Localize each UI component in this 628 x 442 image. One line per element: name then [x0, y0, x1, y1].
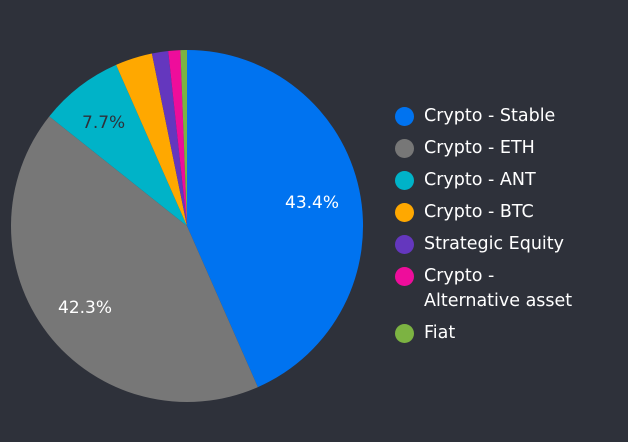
- legend-dot-icon: [395, 139, 414, 158]
- legend-item-crypto-stable[interactable]: Crypto - Stable: [395, 104, 572, 129]
- label-crypto-ant: 7.7%: [82, 113, 125, 133]
- legend-item-fiat[interactable]: Fiat: [395, 321, 572, 346]
- slice-fiat[interactable]: [180, 49, 187, 227]
- legend-item-strategic-equity[interactable]: Strategic Equity: [395, 232, 572, 257]
- legend-dot-icon: [395, 107, 414, 126]
- legend-item-crypto-btc[interactable]: Crypto - BTC: [395, 200, 572, 225]
- legend-label: Crypto - Stable: [424, 106, 556, 126]
- legend-dot-icon: [395, 203, 414, 222]
- legend-label: Fiat: [424, 323, 456, 343]
- pie-chart: 43.4% 42.3% 7.7%: [10, 49, 364, 403]
- legend-label: Strategic Equity: [424, 234, 565, 254]
- slice-crypto-alternative-asset[interactable]: [168, 50, 187, 226]
- slice-crypto-ant[interactable]: [49, 64, 187, 227]
- legend: Crypto - Stable Crypto - ETH Crypto - AN…: [395, 104, 572, 353]
- legend-dot-icon: [395, 267, 414, 286]
- slice-crypto-eth[interactable]: [10, 116, 258, 403]
- slice-crypto-stable[interactable]: [187, 50, 364, 388]
- label-crypto-stable: 43.4%: [285, 193, 339, 213]
- legend-label: Crypto - ANT: [424, 170, 536, 190]
- legend-item-crypto-ant[interactable]: Crypto - ANT: [395, 168, 572, 193]
- slice-crypto-btc[interactable]: [116, 53, 187, 227]
- legend-label: Crypto - Alternative asset: [424, 266, 573, 311]
- legend-item-crypto-eth[interactable]: Crypto - ETH: [395, 136, 572, 161]
- legend-dot-icon: [395, 171, 414, 190]
- legend-label: Crypto - BTC: [424, 202, 534, 222]
- slice-strategic-equity[interactable]: [151, 51, 187, 226]
- legend-dot-icon: [395, 324, 414, 343]
- legend-dot-icon: [395, 235, 414, 254]
- legend-item-crypto-alternative-asset[interactable]: Crypto - Alternative asset: [395, 264, 572, 314]
- legend-label: Crypto - ETH: [424, 138, 535, 158]
- label-crypto-eth: 42.3%: [58, 298, 112, 318]
